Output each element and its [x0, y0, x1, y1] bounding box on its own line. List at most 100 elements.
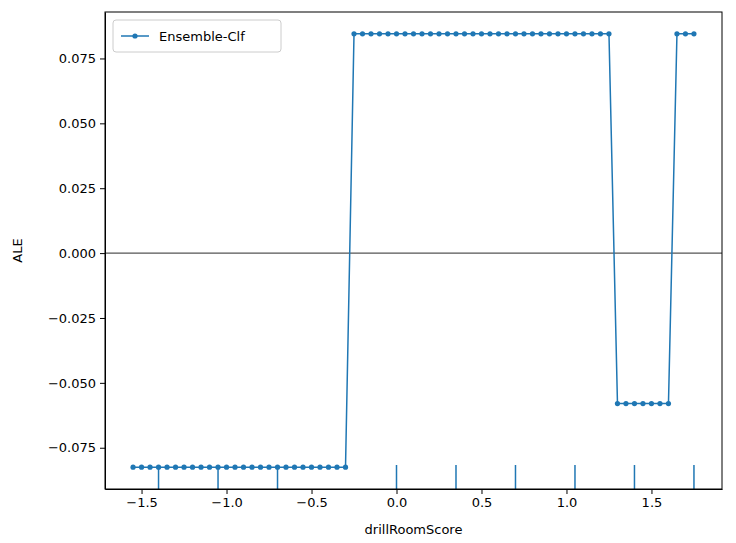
data-point: [139, 465, 144, 470]
y-tick-mark: [100, 123, 105, 124]
data-point: [496, 31, 501, 36]
data-point: [674, 31, 679, 36]
data-point: [207, 465, 212, 470]
y-tick-mark: [100, 448, 105, 449]
y-tick-mark: [100, 253, 105, 254]
x-tick: −0.5: [296, 489, 328, 510]
data-point: [572, 31, 577, 36]
data-point: [445, 31, 450, 36]
data-point: [606, 31, 611, 36]
plot-frame: [105, 12, 722, 489]
data-point: [581, 31, 586, 36]
data-point: [640, 401, 645, 406]
data-point: [181, 465, 186, 470]
y-tick: 0.000: [59, 246, 105, 261]
y-tick-label: 0.050: [59, 116, 96, 131]
rug-mark: [634, 465, 636, 489]
data-point: [224, 465, 229, 470]
data-point: [190, 465, 195, 470]
data-point: [258, 465, 263, 470]
data-point: [436, 31, 441, 36]
data-point: [419, 31, 424, 36]
y-axis: −0.075−0.050−0.0250.0000.0250.0500.075: [48, 13, 106, 490]
y-tick-label: 0.000: [59, 246, 96, 261]
x-tick: −1.0: [211, 489, 243, 510]
x-tick-mark: [227, 489, 228, 494]
x-tick-label: −1.0: [211, 495, 243, 510]
rug-mark: [574, 465, 576, 489]
data-point: [309, 465, 314, 470]
data-point: [360, 31, 365, 36]
x-tick-mark: [397, 489, 398, 494]
data-point: [198, 465, 203, 470]
data-point: [266, 465, 271, 470]
data-point: [130, 465, 135, 470]
data-point: [504, 31, 509, 36]
data-point: [394, 31, 399, 36]
plot-area: [105, 31, 722, 489]
data-point: [589, 31, 594, 36]
data-point: [334, 465, 339, 470]
legend-label: Ensemble-Clf: [159, 29, 245, 44]
rug-mark: [693, 465, 695, 489]
legend-marker: [132, 33, 137, 38]
y-tick-mark: [100, 318, 105, 319]
x-axis: −1.5 −1.0 −0.5 0.0 0.5 1.0 1.5: [106, 489, 723, 510]
y-tick: 0.025: [59, 181, 105, 196]
data-point: [513, 31, 518, 36]
data-point: [300, 465, 305, 470]
rug-mark: [396, 465, 398, 489]
x-tick: 1.0: [557, 489, 578, 510]
data-point: [283, 465, 288, 470]
y-tick-mark: [100, 58, 105, 59]
x-tick-mark: [651, 489, 652, 494]
data-point: [564, 31, 569, 36]
data-point: [241, 465, 246, 470]
data-point: [657, 401, 662, 406]
data-point: [411, 31, 416, 36]
data-point: [385, 31, 390, 36]
series-line: [133, 34, 694, 467]
x-tick: 1.5: [642, 489, 663, 510]
data-point: [147, 465, 152, 470]
data-point: [666, 401, 671, 406]
x-tick-label: 0.0: [387, 495, 408, 510]
data-point: [215, 465, 220, 470]
reference-line: [105, 252, 722, 253]
data-point: [623, 401, 628, 406]
data-point: [343, 465, 348, 470]
x-tick: 0.5: [472, 489, 493, 510]
x-tick: 0.0: [387, 489, 408, 510]
x-tick: −1.5: [126, 489, 158, 510]
data-point: [538, 31, 543, 36]
x-tick-mark: [312, 489, 313, 494]
data-point: [368, 31, 373, 36]
y-axis-title: ALE: [10, 238, 25, 262]
legend: Ensemble-Clf: [113, 20, 281, 52]
data-point: [487, 31, 492, 36]
data-point: [326, 465, 331, 470]
y-tick-label: −0.050: [48, 376, 96, 391]
legend-box: [113, 20, 281, 52]
data-point: [292, 465, 297, 470]
y-tick-label: 0.075: [59, 51, 96, 66]
data-point: [275, 465, 280, 470]
y-tick-label: 0.025: [59, 181, 96, 196]
x-tick-label: 0.5: [472, 495, 493, 510]
x-tick-mark: [481, 489, 482, 494]
background: [0, 0, 736, 543]
chart: −1.5−1.0−0.50.00.51.01.5−0.075−0.050−0.0…: [0, 0, 736, 543]
data-point: [530, 31, 535, 36]
data-point: [683, 31, 688, 36]
x-tick-mark: [142, 489, 143, 494]
y-tick: −0.050: [48, 376, 105, 391]
data-point: [156, 465, 161, 470]
data-point: [632, 401, 637, 406]
data-point: [173, 465, 178, 470]
x-tick-mark: [566, 489, 567, 494]
data-point: [547, 31, 552, 36]
data-point: [649, 401, 654, 406]
y-tick: 0.075: [59, 51, 105, 66]
data-point: [428, 31, 433, 36]
data-point: [555, 31, 560, 36]
